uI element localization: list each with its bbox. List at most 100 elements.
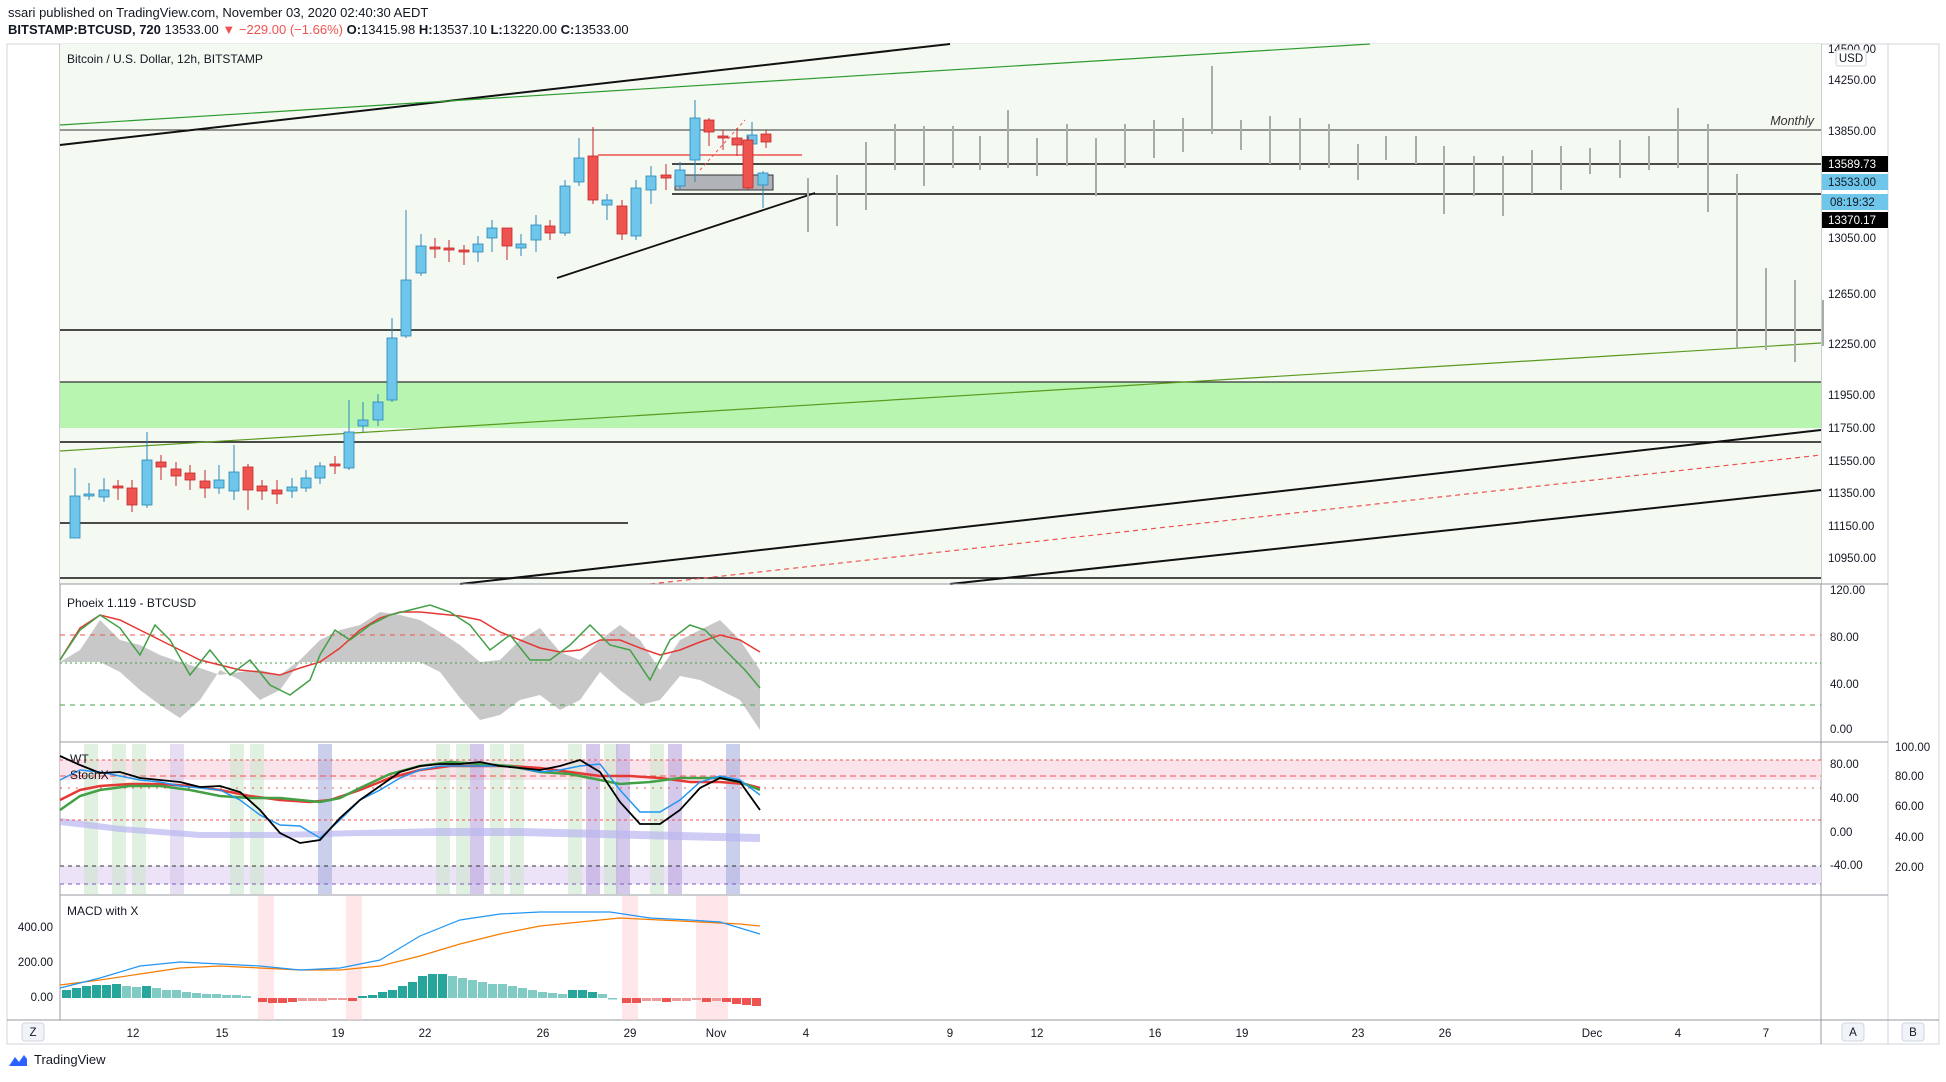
candle-body	[486, 227, 498, 239]
candle-body	[660, 174, 672, 179]
price-tick-label: 11750.00	[1828, 423, 1875, 435]
macd-histogram-bar	[548, 993, 557, 998]
wt-main-line	[59, 755, 761, 844]
candle-body	[83, 493, 95, 497]
candle-body	[372, 401, 384, 421]
red-dashed-trendline[interactable]	[649, 454, 1822, 585]
wt-right-tick-80: 80.00	[1895, 771, 1924, 783]
macd-signal-highlight	[258, 896, 274, 1020]
macd-histogram	[62, 974, 761, 1006]
open-label: O:	[346, 22, 362, 37]
wt-tick-0: 0.00	[1830, 827, 1852, 839]
macd-histogram-bar	[338, 998, 347, 1000]
reset-zoom-label: Z	[29, 1027, 36, 1039]
down-arrow-icon: ▼	[222, 22, 236, 37]
level-high-badge[interactable]	[1822, 156, 1888, 172]
wt-signal-highlight	[604, 744, 618, 894]
last-price-badge[interactable]	[1822, 174, 1888, 190]
wt-legend[interactable]: WT	[70, 752, 89, 766]
upper-trendline[interactable]	[59, 43, 951, 146]
candle-body	[357, 419, 369, 427]
time-tick-label: 4	[1675, 1028, 1682, 1040]
lower-trendline-2[interactable]	[949, 489, 1822, 585]
currency-badge[interactable]	[1835, 49, 1867, 67]
lower-trendline-1[interactable]	[459, 429, 1822, 585]
candle-body	[300, 477, 312, 489]
price-change: −229.00 (−1.66%)	[238, 22, 343, 37]
candle-body	[286, 486, 298, 492]
macd-histogram-bar	[132, 987, 141, 998]
high-value: 13537.10	[432, 22, 487, 37]
footer-brand[interactable]: TradingView	[34, 1052, 106, 1067]
candle-body	[213, 479, 225, 489]
time-axis[interactable]: 12 15 19 22 26 29 Nov 4 9 12 16 19 23 26 Dec 4 7 Z A B	[21, 1022, 1925, 1042]
macd-histogram-bar	[448, 976, 457, 998]
macd-pane[interactable]: MACD with X	[59, 896, 761, 1020]
macd-histogram-bar	[732, 998, 741, 1004]
macd-histogram-bar	[408, 982, 417, 998]
wt-signal-highlight	[318, 744, 332, 894]
macd-histogram-bar	[568, 990, 577, 998]
macd-histogram-bar	[458, 978, 467, 998]
candlestick-series[interactable]	[69, 100, 772, 539]
symbol-name[interactable]: BITSTAMP:BTCUSD, 720	[8, 22, 161, 37]
time-tick-label: 15	[216, 1028, 229, 1040]
phoeix-tick-120: 120.00	[1830, 585, 1865, 597]
macd-histogram-bar	[202, 994, 211, 998]
macd-histogram-bar	[318, 998, 327, 1001]
wt-signal-highlight	[668, 744, 682, 894]
time-tick-label: 22	[419, 1028, 432, 1040]
indicator-axes[interactable]: 120.00 80.00 40.00 0.00 100.00 80.00 60.…	[18, 585, 1930, 1004]
macd-histogram-bar	[192, 993, 201, 998]
wt-tick-80: 80.00	[1830, 759, 1859, 771]
author-name[interactable]: ssari	[8, 5, 36, 20]
wt-right-tick-100: 100.00	[1895, 742, 1930, 754]
main-pane-legend[interactable]: Bitcoin / U.S. Dollar, 12h, BITSTAMP	[67, 52, 263, 66]
macd-histogram-bar	[212, 994, 221, 998]
price-axis[interactable]: 14500.0014250.0013850.0013050.0012650.00…	[1822, 44, 1888, 565]
macd-histogram-bar	[242, 996, 251, 998]
macd-histogram-bar	[682, 998, 691, 1001]
macd-line	[59, 911, 761, 989]
price-tick-label: 11550.00	[1828, 456, 1875, 468]
wt-stochx-pane[interactable]: WT StochX	[59, 744, 1821, 894]
time-tick-label: 19	[332, 1028, 345, 1040]
reset-zoom-button[interactable]	[21, 1022, 45, 1042]
candle-body	[674, 169, 686, 187]
wt-right-tick-40: 40.00	[1895, 832, 1924, 844]
macd-histogram-bar	[702, 998, 711, 1002]
wt-signal-highlight	[726, 744, 740, 894]
macd-histogram-bar	[222, 995, 231, 998]
auto-scale-button[interactable]	[1841, 1022, 1865, 1042]
wt-signal-highlight	[470, 744, 484, 894]
candle-body	[587, 155, 599, 201]
candle-body	[501, 227, 513, 247]
log-scale-button[interactable]	[1901, 1022, 1925, 1042]
candle-body	[141, 459, 153, 506]
macd-histogram-bar	[722, 998, 731, 1002]
phoeix-legend[interactable]: Phoeix 1.119 - BTCUSD	[67, 596, 196, 610]
candle-body	[329, 463, 341, 467]
stochx-legend[interactable]: StochX	[70, 768, 109, 782]
candle-body	[601, 199, 613, 206]
macd-histogram-bar	[142, 986, 151, 998]
auto-scale-label: A	[1849, 1027, 1857, 1039]
wt-signal-highlight	[650, 744, 664, 894]
macd-histogram-bar	[672, 998, 681, 1001]
rising-wedge-line[interactable]	[556, 192, 816, 279]
main-pane-background	[60, 44, 1821, 584]
main-pane[interactable]: Bitcoin / U.S. Dollar, 12h, BITSTAMP Mon…	[59, 43, 1824, 585]
candle-body	[645, 175, 657, 191]
level-low-badge[interactable]	[1822, 212, 1888, 228]
upper-green-channel[interactable]	[59, 43, 1371, 126]
phoeix-pane[interactable]: Phoeix 1.119 - BTCUSD	[59, 596, 1821, 730]
macd-legend[interactable]: MACD with X	[67, 904, 138, 918]
wt-signal-highlight	[456, 744, 470, 894]
time-tick-label: Dec	[1582, 1028, 1603, 1040]
wt-signal-highlight	[490, 744, 504, 894]
wt-right-tick-60: 60.00	[1895, 801, 1924, 813]
macd-histogram-bar	[642, 998, 651, 1001]
macd-histogram-bar	[182, 992, 191, 998]
macd-histogram-bar	[368, 995, 377, 998]
